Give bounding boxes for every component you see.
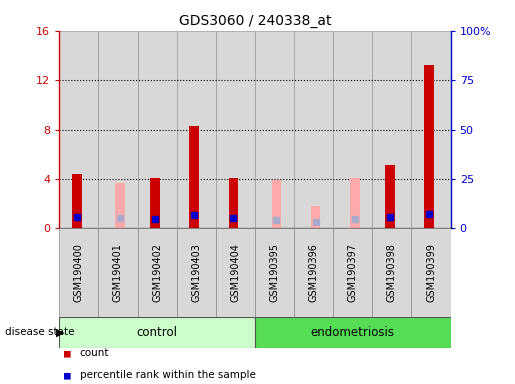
Bar bbox=[98, 31, 138, 228]
Bar bbox=[98, 228, 138, 317]
Text: GSM190400: GSM190400 bbox=[74, 243, 84, 302]
Text: GSM190396: GSM190396 bbox=[308, 243, 319, 302]
Bar bbox=[411, 31, 451, 228]
Bar bbox=[138, 228, 177, 317]
Text: disease state: disease state bbox=[5, 327, 75, 337]
Text: ▶: ▶ bbox=[56, 327, 64, 337]
Bar bbox=[271, 180, 281, 228]
Bar bbox=[372, 31, 411, 228]
Bar bbox=[190, 126, 199, 228]
Text: endometriosis: endometriosis bbox=[311, 326, 395, 339]
Bar bbox=[255, 317, 451, 348]
Bar bbox=[333, 228, 372, 317]
Bar bbox=[59, 317, 255, 348]
Text: GSM190401: GSM190401 bbox=[113, 243, 123, 302]
Bar bbox=[294, 31, 333, 228]
Text: ■: ■ bbox=[64, 370, 71, 380]
Text: GSM190403: GSM190403 bbox=[191, 243, 201, 302]
Bar bbox=[115, 183, 125, 228]
Bar bbox=[59, 228, 98, 317]
Text: percentile rank within the sample: percentile rank within the sample bbox=[80, 370, 256, 380]
Bar bbox=[372, 228, 411, 317]
Bar bbox=[216, 31, 255, 228]
Bar bbox=[229, 178, 238, 228]
Text: GSM190404: GSM190404 bbox=[230, 243, 241, 302]
Bar bbox=[411, 228, 451, 317]
Bar bbox=[177, 228, 216, 317]
Bar bbox=[255, 228, 294, 317]
Text: count: count bbox=[80, 348, 109, 358]
Text: GSM190402: GSM190402 bbox=[152, 243, 162, 302]
Bar bbox=[333, 31, 372, 228]
Text: GSM190398: GSM190398 bbox=[387, 243, 397, 302]
Text: GSM190399: GSM190399 bbox=[426, 243, 436, 302]
Text: control: control bbox=[136, 326, 178, 339]
Bar bbox=[177, 31, 216, 228]
Bar bbox=[385, 166, 395, 228]
Text: GSM190395: GSM190395 bbox=[269, 243, 280, 302]
Bar bbox=[294, 228, 333, 317]
Text: GSM190397: GSM190397 bbox=[348, 243, 358, 302]
Bar bbox=[138, 31, 177, 228]
Bar bbox=[72, 174, 82, 228]
Bar bbox=[255, 31, 294, 228]
Bar bbox=[59, 31, 98, 228]
Bar bbox=[311, 206, 320, 228]
Title: GDS3060 / 240338_at: GDS3060 / 240338_at bbox=[179, 14, 331, 28]
Bar bbox=[150, 178, 160, 228]
Bar bbox=[424, 65, 434, 228]
Bar bbox=[350, 178, 359, 228]
Bar bbox=[216, 228, 255, 317]
Text: ■: ■ bbox=[64, 348, 71, 358]
